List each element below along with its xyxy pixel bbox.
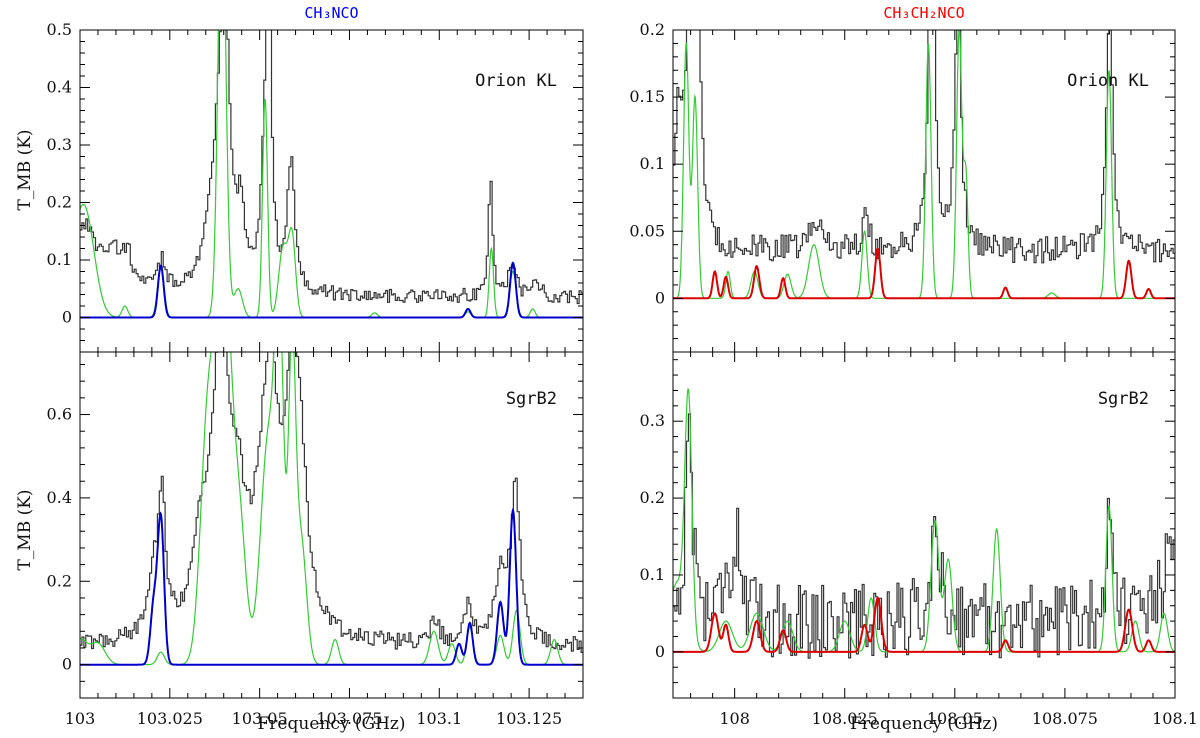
panel-title: CH₃CH₂NCO [883, 4, 964, 22]
y-tick-label: 0.5 [47, 20, 72, 39]
series-total-model [673, 30, 1175, 299]
series-observed [80, 352, 583, 653]
y-tick-label: 0.1 [640, 154, 665, 173]
series-ch3nco-model [80, 507, 583, 666]
y-tick-label: 0.2 [47, 571, 72, 590]
x-tick-label: 108.1 [1152, 709, 1198, 728]
source-label: Orion KL [475, 71, 557, 91]
x-ticks [79, 30, 584, 352]
y-tick-label: 0.3 [640, 411, 665, 430]
x-tick-label: 103.025 [137, 709, 203, 728]
y-ticks [80, 364, 583, 699]
series-observed [80, 30, 583, 305]
plot-area [80, 352, 583, 666]
panel-sgrb2-ch3ch2nco: 0 0.1 0.2 0.3 108 108.025 108.05 108.075 108.1 Sg… [640, 351, 1198, 734]
panel-sgrb2-ch3nco: 0 0.2 0.4 0.6 103 103.025 103.05 103.075 103.1 10… [15, 351, 584, 734]
y-axis-label: T_MB (K) [15, 489, 35, 570]
series-ch3ch2nco-model [673, 247, 1175, 300]
plot-area [673, 387, 1175, 659]
y-tick-label: 0.1 [47, 250, 72, 269]
source-label: SgrB2 [506, 389, 557, 409]
x-ticks [79, 352, 584, 698]
plot-area [80, 30, 583, 319]
x-tick-label: 103.125 [496, 709, 562, 728]
y-tick-label: 0.4 [47, 78, 72, 97]
x-tick-label: 108 [719, 709, 750, 728]
x-axis-label: Frequency (GHz) [258, 714, 406, 734]
y-tick-label: 0 [655, 642, 665, 661]
x-tick-label: 108.025 [812, 709, 878, 728]
y-tick-label: 0.4 [47, 488, 72, 507]
source-label: SgrB2 [1098, 389, 1149, 409]
series-total-model [80, 352, 583, 666]
y-axis-label: T_MB (K) [15, 129, 35, 210]
y-tick-label: 0.05 [629, 221, 665, 240]
y-tick-label: 0.6 [47, 405, 72, 424]
series-ch3ch2nco-model [673, 596, 1175, 653]
x-tick-label: 103.075 [316, 709, 382, 728]
plot-area [673, 30, 1175, 300]
axes-frame [672, 351, 1176, 699]
y-tick-label: 0.3 [47, 135, 72, 154]
y-tick-label: 0 [62, 655, 72, 674]
source-label: Orion KL [1067, 71, 1149, 91]
y-tick-label: 0.2 [640, 20, 665, 39]
x-tick-label: 103.05 [232, 709, 288, 728]
x-axis-label: Frequency (GHz) [850, 714, 998, 734]
y-tick-label: 0.15 [629, 87, 665, 106]
y-ticks [673, 359, 1175, 699]
y-tick-label: 0 [62, 308, 72, 327]
x-tick-label: 108.05 [927, 709, 983, 728]
y-tick-label: 0.2 [640, 488, 665, 507]
panel-orion-ch3nco: 0 0.1 0.2 0.3 0.4 0.5 Orion KL CH₃NCO T_MB (K) [15, 4, 584, 353]
x-ticks [690, 352, 1176, 698]
x-tick-label: 103.1 [416, 709, 462, 728]
series-observed [673, 30, 1175, 264]
x-ticks [690, 30, 1176, 352]
panel-orion-ch3ch2nco: 0 0.05 0.1 0.15 0.2 Orion KL CH₃CH₂NCO [629, 4, 1176, 353]
y-tick-label: 0 [655, 288, 665, 307]
x-tick-label: 103 [65, 709, 96, 728]
x-tick-label: 108.075 [1032, 709, 1098, 728]
y-tick-label: 0.1 [640, 565, 665, 584]
panel-title: CH₃NCO [304, 4, 358, 22]
y-tick-label: 0.2 [47, 193, 72, 212]
series-ch3nco-model [80, 261, 583, 319]
series-observed [673, 413, 1175, 659]
